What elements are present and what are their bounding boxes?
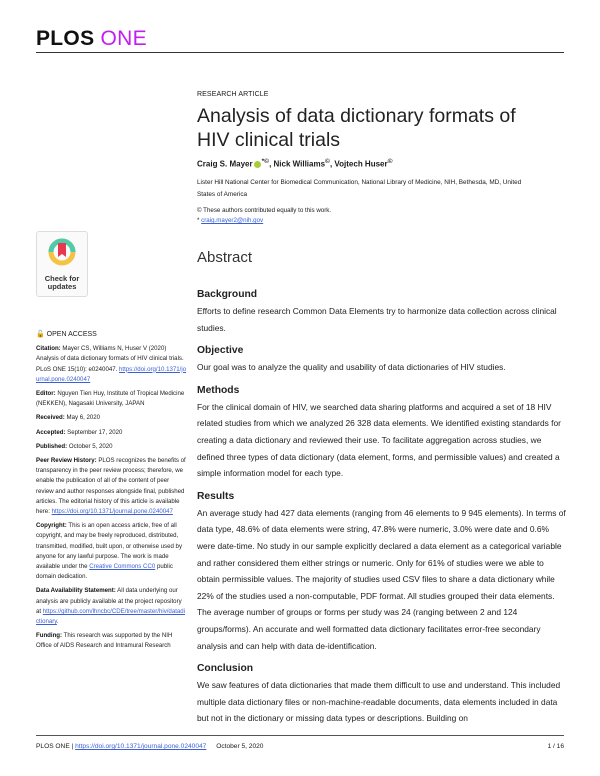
funding: Funding: This research was supported by … (36, 632, 173, 650)
check-updates-label: Check for updates (44, 274, 80, 291)
article-type: RESEARCH ARTICLE (197, 91, 269, 98)
page-number: 1 / 16 (547, 743, 565, 750)
footer-date: October 5, 2020 (216, 743, 264, 750)
data-availability: Data Availability Statement: All data un… (36, 587, 186, 626)
footer-left: PLOS ONE | https://doi.org/10.1371/journ… (36, 743, 264, 750)
abstract-conclusion: Conclusion We saw features of data dicti… (197, 663, 561, 724)
cc0-link[interactable]: Creative Commons CC0 (89, 563, 156, 571)
abstract-methods: Methods For the clinical domain of HIV, … (197, 384, 561, 479)
author-notes: © These authors contributed equally to t… (197, 207, 332, 224)
email-link[interactable]: craig.mayer2@nih.gov (201, 217, 264, 224)
orcid-icon[interactable] (253, 160, 261, 168)
affiliation: Lister Hill National Center for Biomedic… (197, 179, 522, 198)
citation-link[interactable]: https://doi.org/10.1371/journal.pone.024… (36, 365, 187, 383)
journal-logo: PLOS ONE (36, 27, 147, 50)
abstract-background: Background Efforts to define research Co… (197, 289, 557, 333)
open-access: 🔓 OPEN ACCESS (36, 331, 97, 338)
github-link[interactable]: https://github.com/lhncbc/CDE/tree/maste… (36, 607, 186, 626)
abstract-sections: Background Efforts to define research Co… (197, 288, 567, 727)
published: Published: October 5, 2020 (36, 442, 113, 450)
author-list: Craig S. Mayer *©, Nick Williams©, Vojtec… (197, 158, 393, 169)
check-updates-icon (48, 238, 76, 266)
abstract-heading: Abstract (197, 249, 253, 266)
editor: Editor: Nguyen Tien Huy, Institute of Tr… (36, 390, 185, 408)
open-lock-icon: 🔓 (36, 331, 45, 338)
footer-rule (36, 735, 564, 736)
article-title: Analysis of data dictionary formats of H… (197, 105, 516, 151)
footer-doi-link[interactable]: https://doi.org/10.1371/journal.pone.024… (75, 743, 207, 750)
article-info-sidebar: 🔓 OPEN ACCESS Citation: Mayer CS, Willia… (36, 330, 188, 652)
abstract-results: Results An average study had 427 data el… (197, 490, 566, 651)
check-for-updates-badge[interactable]: Check for updates (36, 231, 88, 297)
citation: Citation: Mayer CS, Williams N, Huser V … (36, 345, 187, 383)
header-rule (36, 52, 564, 53)
peer-review-history: Peer Review History: PLOS recognizes the… (36, 457, 186, 516)
abstract-objective: Objective Our goal was to analyze the qu… (197, 345, 506, 373)
accepted: Accepted: September 17, 2020 (36, 428, 123, 436)
copyright: Copyright: This is an open access articl… (36, 522, 182, 581)
received: Received: May 6, 2020 (36, 414, 101, 422)
peer-review-link[interactable]: https://doi.org/10.1371/journal.pone.024… (51, 508, 173, 516)
